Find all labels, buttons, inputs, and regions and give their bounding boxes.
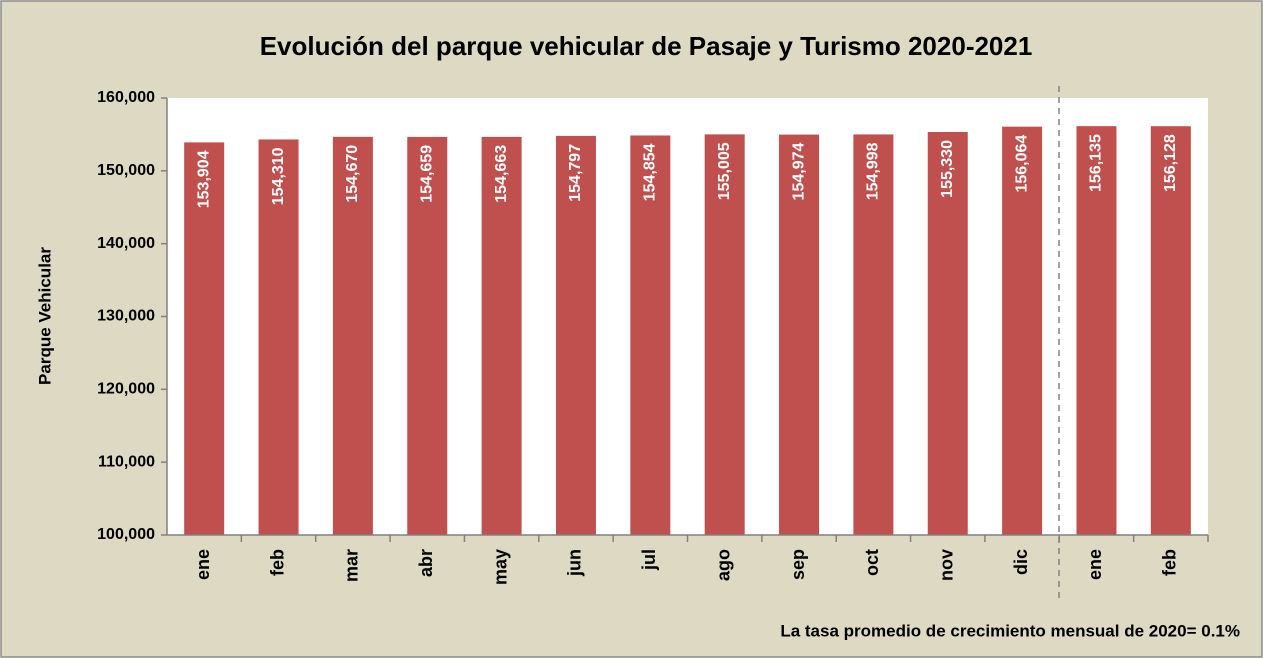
- bar: [704, 134, 745, 535]
- y-tick-label: 110,000: [98, 453, 155, 470]
- y-tick-label: 140,000: [97, 235, 155, 252]
- value-label: 156,135: [1088, 134, 1105, 192]
- value-label: 154,663: [493, 145, 510, 203]
- value-label: 154,998: [865, 142, 882, 200]
- value-label: 155,330: [939, 140, 956, 198]
- y-tick-label: 120,000: [97, 381, 155, 398]
- bar: [1076, 126, 1117, 535]
- bar: [184, 142, 225, 535]
- bar: [779, 134, 820, 536]
- value-label: 154,854: [642, 143, 659, 201]
- value-label: 154,797: [567, 144, 584, 202]
- x-tick-label: nov: [937, 549, 957, 581]
- x-tick-label: abr: [416, 549, 436, 577]
- bar: [927, 132, 968, 535]
- bar: [1002, 126, 1043, 535]
- x-tick-label: dic: [1011, 549, 1031, 575]
- x-tick-label: jun: [565, 549, 585, 577]
- value-label: 154,659: [418, 145, 435, 203]
- bar: [853, 134, 894, 536]
- x-tick-label: feb: [267, 549, 287, 576]
- annotation: La tasa promedio de crecimiento mensual …: [780, 621, 1240, 640]
- x-tick-label: jul: [639, 549, 659, 571]
- value-label: 154,670: [344, 145, 361, 203]
- bar: [481, 136, 522, 535]
- x-tick-label: ago: [713, 549, 733, 581]
- x-tick-label: may: [490, 549, 510, 585]
- bar: [1150, 126, 1191, 536]
- bar: [555, 135, 596, 535]
- bar: [407, 136, 448, 536]
- x-tick-label: sep: [788, 549, 808, 580]
- y-tick-label: 160,000: [97, 89, 155, 106]
- value-label: 156,128: [1162, 134, 1179, 192]
- chart-title: Evolución del parque vehicular de Pasaje…: [260, 31, 1033, 61]
- bar: [332, 136, 373, 535]
- value-label: 156,064: [1013, 135, 1030, 193]
- bar: [258, 139, 299, 535]
- x-tick-label: oct: [862, 549, 882, 576]
- value-label: 154,974: [790, 143, 807, 201]
- value-label: 154,310: [270, 147, 287, 205]
- x-tick-label: ene: [1085, 549, 1105, 580]
- value-label: 155,005: [716, 142, 733, 200]
- y-tick-label: 130,000: [97, 308, 155, 325]
- x-tick-label: mar: [342, 549, 362, 582]
- y-tick-label: 100,000: [97, 526, 155, 543]
- bar: [630, 135, 671, 535]
- y-tick-label: 150,000: [97, 162, 155, 179]
- x-tick-label: ene: [193, 549, 213, 580]
- x-tick-label: feb: [1160, 549, 1180, 576]
- value-label: 153,904: [195, 150, 212, 208]
- plot-area: [167, 98, 1208, 535]
- y-axis-label: Parque Vehicular: [35, 247, 54, 385]
